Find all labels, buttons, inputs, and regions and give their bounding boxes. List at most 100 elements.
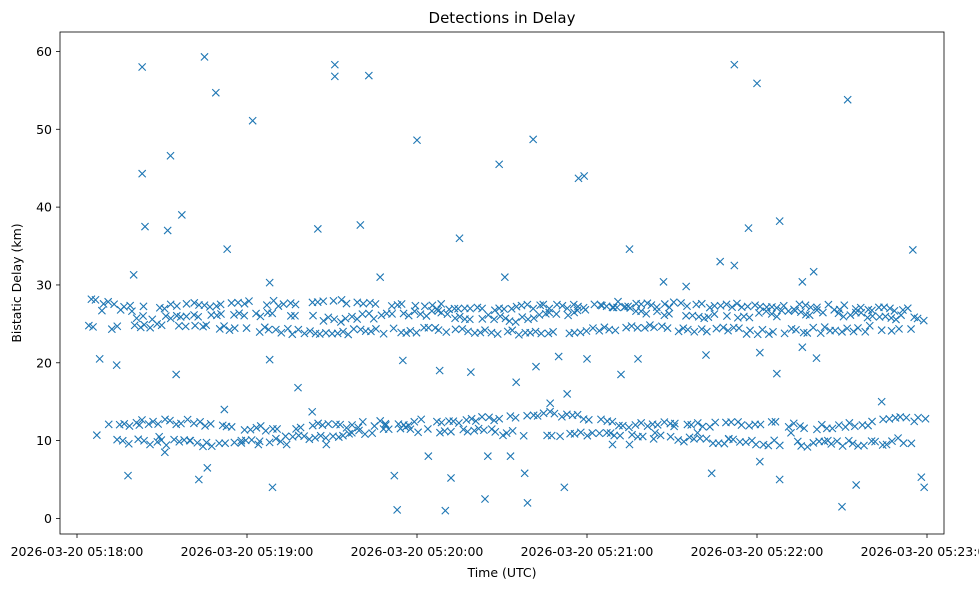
data-point (921, 414, 930, 423)
data-point (791, 325, 800, 334)
data-point (153, 437, 162, 446)
data-point (772, 369, 781, 378)
data-point (887, 326, 896, 335)
data-point (174, 321, 183, 330)
data-point (848, 439, 857, 448)
data-point (903, 304, 912, 313)
data-point (396, 424, 405, 433)
data-point (212, 302, 221, 311)
data-point (737, 421, 746, 429)
data-point (812, 306, 821, 315)
data-point (397, 300, 406, 308)
data-point (286, 299, 295, 308)
data-point (237, 438, 246, 447)
data-point (348, 420, 357, 429)
data-point (305, 435, 314, 444)
data-point (755, 348, 764, 357)
data-point (443, 310, 452, 319)
data-point (844, 436, 853, 445)
data-point (647, 301, 656, 310)
data-point (377, 311, 386, 320)
data-point (756, 420, 765, 429)
data-point (230, 438, 239, 447)
data-point (490, 315, 499, 324)
data-point (125, 422, 134, 431)
data-point (743, 302, 752, 311)
data-point (704, 313, 713, 322)
data-point (137, 415, 146, 424)
data-point (608, 440, 617, 449)
data-point (220, 322, 229, 331)
data-point (617, 370, 625, 379)
data-point (390, 471, 399, 480)
data-point (687, 420, 696, 429)
data-point (710, 301, 719, 310)
data-point (104, 420, 113, 429)
data-point (138, 169, 147, 178)
data-point (434, 326, 443, 335)
data-point (165, 416, 174, 425)
data-point (248, 116, 257, 125)
data-point (500, 305, 509, 314)
data-point (919, 316, 928, 325)
data-point (775, 217, 784, 226)
data-point (724, 435, 733, 444)
data-point (881, 312, 890, 321)
data-point (560, 483, 569, 492)
data-point (153, 320, 162, 329)
data-point (92, 431, 101, 440)
data-point (435, 428, 444, 437)
data-point (651, 428, 659, 437)
data-point (129, 270, 138, 279)
data-point (710, 310, 719, 319)
data-point (353, 298, 362, 307)
data-point (840, 301, 849, 310)
data-point (674, 327, 683, 336)
data-point (478, 412, 486, 421)
data-point (852, 480, 861, 489)
data-point (194, 312, 203, 321)
data-point (240, 311, 249, 320)
x-tick-label: 2026-03-20 05:21:00 (521, 544, 654, 559)
data-point (225, 326, 234, 335)
data-point (576, 328, 585, 337)
data-point (867, 437, 876, 446)
data-point (265, 278, 274, 287)
data-point (683, 325, 692, 334)
data-point (727, 418, 736, 427)
data-point (801, 301, 810, 310)
data-point (751, 301, 760, 310)
data-point (261, 426, 270, 435)
data-point (341, 314, 350, 323)
data-point (104, 297, 113, 306)
data-point (271, 325, 280, 334)
data-point (796, 422, 805, 431)
data-point (536, 301, 545, 310)
data-point (558, 301, 567, 310)
data-point (767, 309, 776, 318)
data-point (481, 494, 489, 503)
data-point (529, 304, 538, 313)
data-point (634, 354, 642, 363)
data-point (356, 221, 365, 230)
data-point (354, 423, 363, 432)
data-point (716, 257, 725, 266)
data-point (324, 313, 333, 322)
data-point (895, 324, 903, 333)
data-point (464, 327, 473, 336)
data-point (772, 312, 781, 321)
data-point (182, 299, 191, 308)
data-point (805, 311, 814, 320)
data-point (223, 245, 232, 254)
data-point (271, 434, 280, 443)
data-point (311, 433, 320, 442)
data-point (660, 311, 669, 320)
data-point (449, 417, 458, 426)
data-point (573, 410, 582, 419)
data-point (512, 302, 521, 311)
data-point (161, 415, 170, 424)
data-point (124, 471, 132, 480)
data-point (683, 302, 691, 311)
data-point (871, 437, 880, 446)
